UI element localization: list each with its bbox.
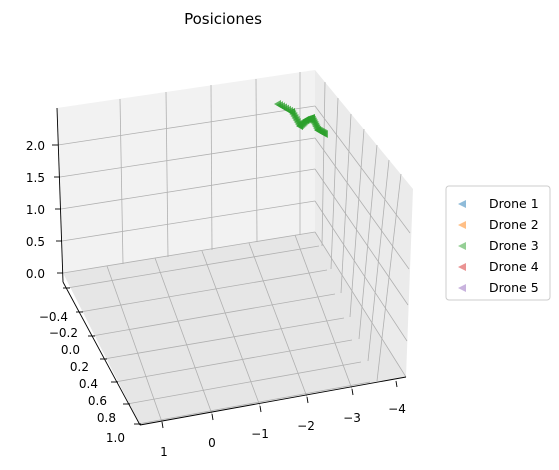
floor-pane — [63, 232, 406, 425]
y-tick-label: 1.0 — [106, 431, 125, 445]
z-tick-label: 1.5 — [26, 171, 45, 185]
tick-marks — [52, 144, 398, 429]
legend-marker — [458, 263, 466, 271]
y-tick-label: 0.0 — [61, 343, 80, 357]
legend-marker — [458, 200, 466, 208]
legend-label: Drone 1 — [489, 196, 539, 211]
z-tick-label: 0.5 — [26, 235, 45, 249]
back-left-pane — [57, 70, 315, 273]
legend-marker — [458, 242, 466, 250]
x-tick-labels: 1 0 −1 −2 −3 −4 — [160, 402, 406, 459]
legend: Drone 1 Drone 2 Drone 3 Drone 4 Drone 5 — [445, 185, 551, 301]
x-tick-label: 1 — [160, 445, 168, 459]
x-tick-label: −4 — [388, 402, 406, 416]
y-tick-label: −0.4 — [39, 310, 68, 324]
legend-label: Drone 5 — [489, 280, 539, 295]
grid-lines — [57, 72, 411, 425]
y-axis-line — [62, 281, 141, 426]
y-tick-label: 0.8 — [97, 411, 116, 425]
x-tick-label: −3 — [343, 411, 361, 425]
legend-label: Drone 3 — [489, 238, 539, 253]
chart-title: Posiciones — [184, 10, 262, 28]
trajectory-point — [321, 130, 328, 138]
z-tick-label: 0.0 — [26, 267, 45, 281]
x-tick-label: −1 — [251, 427, 269, 441]
z-tick-label: 1.0 — [26, 203, 45, 217]
z-axis-line — [56, 107, 64, 283]
x-tick-label: −2 — [297, 419, 315, 433]
z-tick-labels: 0.0 0.5 1.0 1.5 2.0 — [26, 139, 45, 281]
y-tick-label: −0.2 — [49, 326, 78, 340]
drone-3-trajectory — [274, 100, 328, 138]
back-right-pane — [315, 70, 413, 377]
legend-marker — [458, 284, 466, 292]
y-tick-labels: −0.4 −0.2 0.0 0.2 0.4 0.6 0.8 1.0 — [39, 310, 125, 445]
x-tick-label: 0 — [208, 436, 216, 450]
legend-label: Drone 2 — [489, 217, 539, 232]
legend-label: Drone 4 — [489, 259, 539, 274]
x-axis-line — [139, 376, 407, 426]
legend-frame — [445, 185, 551, 301]
legend-marker — [458, 221, 466, 229]
y-tick-label: 0.4 — [79, 377, 98, 391]
axis-lines — [56, 107, 407, 426]
y-tick-label: 0.6 — [88, 394, 107, 408]
y-tick-label: 0.2 — [70, 360, 89, 374]
z-tick-label: 2.0 — [26, 139, 45, 153]
